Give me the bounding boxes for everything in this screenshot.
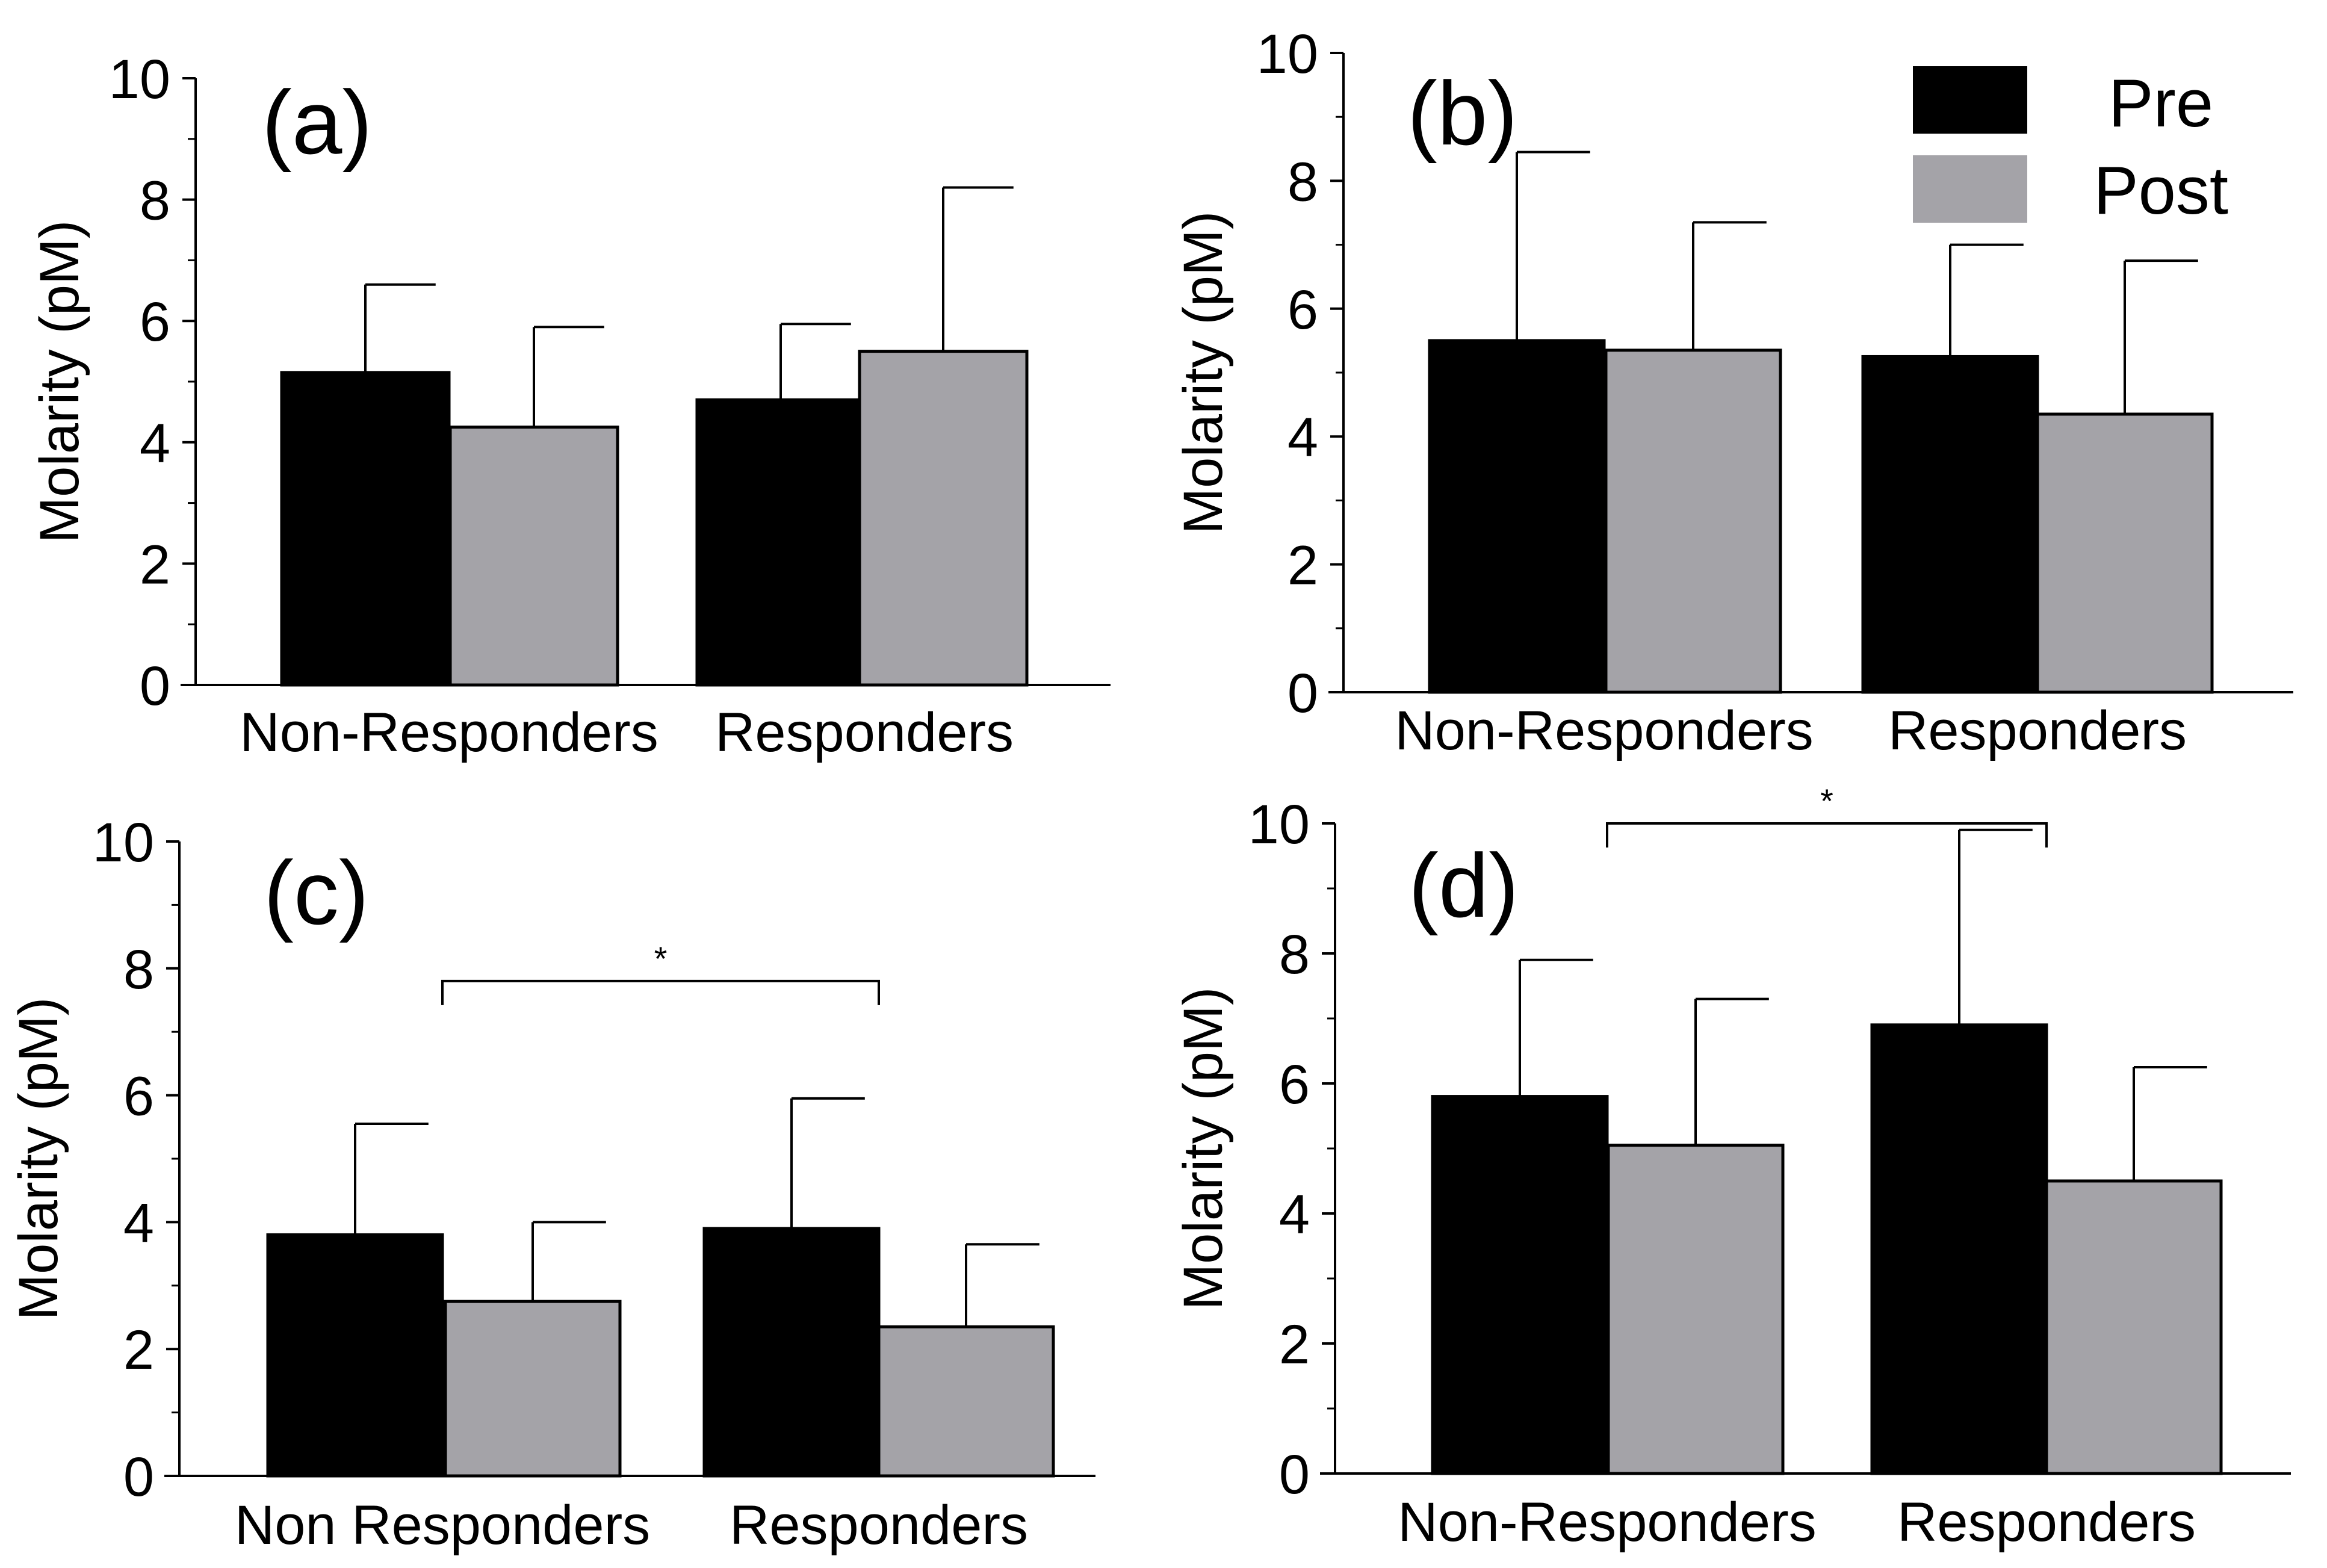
y-tick-label: 4 xyxy=(1287,407,1318,468)
bar-pre-1 xyxy=(1861,355,2039,694)
y-tick-label: 2 xyxy=(1287,535,1318,597)
bar-pre-1 xyxy=(695,398,866,687)
bar-post-1 xyxy=(2045,1179,2223,1475)
significance-star: * xyxy=(1820,782,1833,820)
bar-post-1 xyxy=(2036,412,2214,694)
bar-post-1 xyxy=(858,350,1029,687)
legend-swatch-post xyxy=(1913,155,2027,223)
y-tick-label: 10 xyxy=(93,812,154,873)
y-tick-label: 8 xyxy=(140,170,170,232)
y-tick-label: 2 xyxy=(1279,1314,1310,1375)
category-label: Non Responders xyxy=(235,1495,650,1556)
panel-label: (b) xyxy=(1407,63,1517,164)
y-tick-label: 8 xyxy=(1287,151,1318,212)
y-tick-label: 2 xyxy=(140,534,170,595)
chart-panel-b: 0 2 4 6 8 10 Non-Responders Responders Molarity … xyxy=(1173,23,2293,761)
chart-panel-d: 0 2 4 6 8 10 Non-Responders Responders Molarity … xyxy=(1173,782,2291,1553)
bar-pre-0 xyxy=(1431,1095,1609,1475)
panel-label: (c) xyxy=(264,842,369,943)
y-tick-label: 6 xyxy=(140,291,170,353)
significance-star: * xyxy=(654,940,668,978)
category-label: Responders xyxy=(730,1495,1028,1556)
y-tick-label: 10 xyxy=(1257,23,1318,85)
y-tick-label: 6 xyxy=(1279,1054,1310,1115)
legend-label-pre: Pre xyxy=(2109,66,2213,141)
panel-label: (a) xyxy=(262,72,372,173)
y-tick-label: 0 xyxy=(1279,1444,1310,1505)
y-tick-label: 10 xyxy=(1248,794,1310,855)
chart-panel-a: 0 2 4 6 8 10 Non-Responders Responders Molarity … xyxy=(29,49,1111,763)
bar-post-0 xyxy=(1607,1144,1785,1475)
y-tick-label: 10 xyxy=(109,49,170,110)
y-tick-label: 8 xyxy=(123,939,154,1000)
bar-post-0 xyxy=(444,1300,622,1478)
bar-pre-0 xyxy=(266,1233,444,1478)
y-axis-label: Molarity (pM) xyxy=(1173,987,1234,1310)
y-axis-label: Molarity (pM) xyxy=(8,997,69,1321)
y-tick-label: 6 xyxy=(1287,279,1318,341)
panel-label: (d) xyxy=(1408,835,1519,936)
significance-bracket xyxy=(1606,822,2048,848)
y-tick-label: 4 xyxy=(123,1192,154,1254)
y-axis-label: Molarity (pM) xyxy=(29,220,90,544)
y-tick-label: 4 xyxy=(1279,1184,1310,1245)
significance-bracket xyxy=(441,979,880,1005)
category-label: Non-Responders xyxy=(240,702,658,763)
category-label: Non-Responders xyxy=(1398,1492,1816,1553)
y-tick-label: 8 xyxy=(1279,924,1310,985)
category-label: Responders xyxy=(1888,700,2187,761)
bar-post-1 xyxy=(877,1325,1055,1478)
legend-swatch-pre xyxy=(1913,66,2027,134)
bar-post-0 xyxy=(1604,349,1782,694)
bar-post-0 xyxy=(448,426,619,687)
y-tick-label: 0 xyxy=(123,1446,154,1508)
legend: Pre Post xyxy=(1913,66,2228,228)
y-tick-label: 0 xyxy=(1287,663,1318,724)
y-tick-label: 2 xyxy=(123,1319,154,1381)
bar-pre-1 xyxy=(1870,1023,2048,1475)
bar-pre-0 xyxy=(280,371,451,687)
bar-pre-0 xyxy=(1428,339,1606,694)
bar-pre-1 xyxy=(702,1227,881,1478)
category-label: Responders xyxy=(1897,1492,2196,1553)
category-label: Non-Responders xyxy=(1395,700,1813,761)
y-tick-label: 6 xyxy=(123,1066,154,1127)
y-tick-label: 4 xyxy=(140,413,170,474)
y-tick-label: 0 xyxy=(140,655,170,717)
y-axis-label: Molarity (pM) xyxy=(1173,211,1234,535)
category-label: Responders xyxy=(715,702,1014,763)
legend-label-post: Post xyxy=(2093,153,2228,228)
chart-panel-c: 0 2 4 6 8 10 Non Responders Responders Molarity … xyxy=(8,812,1095,1556)
